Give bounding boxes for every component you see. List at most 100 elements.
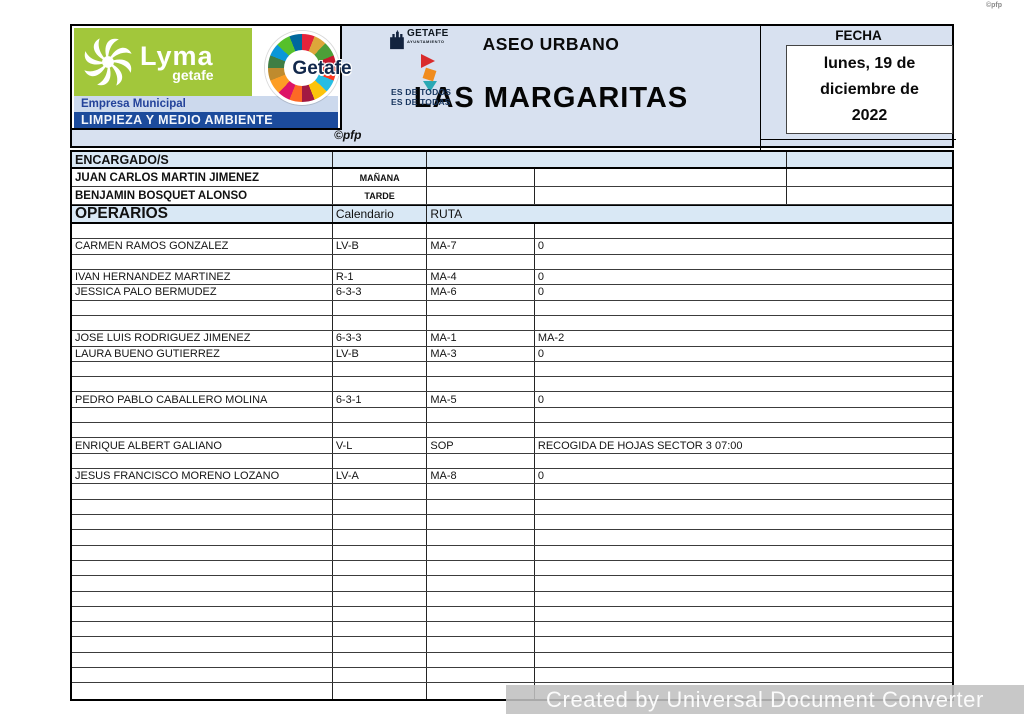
table-row — [72, 453, 952, 469]
table-cell — [72, 423, 333, 438]
table-cell — [72, 668, 333, 683]
table-cell — [72, 545, 333, 560]
getafe-wordmark: Getafe — [292, 58, 352, 79]
table-row — [72, 576, 952, 592]
table-row — [72, 315, 952, 332]
table-cell: 6-3-1 — [333, 392, 428, 407]
table-cell — [427, 484, 535, 499]
table-cell — [72, 530, 333, 545]
table-cell — [535, 224, 952, 238]
table-row: ENRIQUE ALBERT GALIANO V-L SOP RECOGIDA DE … — [72, 438, 952, 454]
table-cell: MA-4 — [427, 269, 535, 285]
table-row: JESSICA PALO BERMUDEZ 6-3-3 MA-6 0 — [72, 285, 952, 301]
table-cell — [427, 300, 535, 315]
table-row — [72, 499, 952, 515]
table-row — [72, 514, 952, 531]
table-cell — [72, 576, 333, 591]
table-cell — [333, 377, 428, 392]
table-row: PEDRO PABLO CABALLERO MOLINA 6-3-1 MA-5 0 — [72, 392, 952, 408]
table-cell — [333, 224, 428, 239]
table-row: LAURA BUENO GUTIERREZ LV-B MA-3 0 — [72, 346, 952, 362]
table-cell — [535, 423, 952, 437]
table-cell — [333, 499, 428, 514]
table-cell — [333, 637, 428, 652]
table-cell — [535, 637, 952, 651]
table-cell — [535, 187, 787, 204]
table-cell — [535, 362, 952, 376]
table-cell: PEDRO PABLO CABALLERO MOLINA — [72, 392, 333, 407]
table-cell — [333, 530, 428, 545]
getafe-flags-icon — [421, 54, 443, 92]
table-cell: JESSICA PALO BERMUDEZ — [72, 285, 333, 300]
table-row — [72, 622, 952, 638]
table-cell: IVAN HERNANDEZ MARTINEZ — [72, 269, 333, 285]
table-row: OPERARIOS Calendario RUTA — [72, 205, 952, 224]
table-cell: CARMEN RAMOS GONZALEZ — [72, 239, 333, 254]
table-cell — [535, 515, 952, 529]
table-cell — [333, 407, 428, 423]
lyma-pinwheel-icon — [84, 38, 132, 86]
table-cell — [535, 301, 952, 315]
service-title: ASEO URBANO — [482, 34, 620, 54]
getafe-slogan: ES DE TODOS ES DE TODAS — [391, 87, 451, 107]
table-cell — [333, 254, 428, 269]
table-cell: ENRIQUE ALBERT GALIANO — [72, 438, 333, 453]
table-cell — [72, 652, 333, 668]
table-row — [72, 377, 952, 393]
table-cell — [535, 668, 952, 682]
table-cell — [427, 622, 535, 637]
schedule-table: ENCARGADO/S JUAN CARLOS MARTIN JIMENEZ MAÑ… — [70, 150, 954, 701]
table-cell: OPERARIOS — [72, 206, 333, 222]
table-row — [72, 560, 952, 577]
table-cell: 0 — [537, 347, 545, 360]
table-row — [72, 668, 952, 684]
table-cell — [787, 187, 952, 204]
table-cell: 0 — [537, 240, 545, 253]
table-cell: TARDE — [333, 187, 428, 204]
limpieza-bar-label: LIMPIEZA Y MEDIO AMBIENTE — [74, 112, 338, 128]
table-row — [72, 652, 952, 669]
table-row: JESUS FRANCISCO MORENO LOZANO LV-A MA-8 0 — [72, 469, 952, 485]
table-cell: R-1 — [333, 269, 428, 285]
ayuntamiento-subname: AYUNTAMIENTO — [407, 39, 445, 44]
table-cell: SOP — [427, 438, 535, 453]
table-cell — [427, 545, 535, 560]
table-cell — [72, 315, 333, 331]
slogan-line-2: ES DE TODAS — [391, 96, 451, 107]
table-row — [72, 407, 952, 424]
table-cell — [427, 152, 787, 167]
table-cell — [427, 668, 535, 683]
teal-flag-shape — [423, 81, 437, 92]
table-cell — [535, 607, 952, 621]
table-cell: RUTA — [430, 207, 463, 221]
table-row — [72, 224, 952, 240]
table-cell — [535, 622, 952, 636]
table-cell — [333, 591, 428, 606]
table-cell: 6-3-3 — [333, 285, 428, 300]
table-row — [72, 545, 952, 561]
table-cell — [72, 514, 333, 530]
table-cell — [427, 361, 535, 377]
table-cell: 6-3-3 — [333, 331, 428, 346]
table-row — [72, 530, 952, 546]
table-cell — [333, 652, 428, 668]
date-section-divider — [761, 139, 956, 140]
table-cell: BENJAMIN BOSQUET ALONSO — [72, 187, 333, 204]
table-cell — [427, 187, 535, 204]
table-cell — [333, 453, 428, 468]
table-cell — [535, 500, 952, 514]
table-cell: 0 — [537, 393, 545, 406]
table-cell — [427, 224, 535, 239]
table-row — [72, 637, 952, 653]
table-cell — [427, 514, 535, 530]
table-cell — [535, 576, 952, 590]
getafe-logo-cluster: Getafe GETAFE AYUNTAMIENTO ES DE TODOS E… — [247, 26, 462, 138]
table-cell — [535, 454, 952, 468]
table-cell — [427, 530, 535, 545]
table-cell — [427, 576, 535, 591]
table-cell: MA-7 — [427, 239, 535, 254]
table-cell — [72, 606, 333, 622]
table-cell — [72, 407, 333, 423]
castle-crest-icon — [390, 30, 404, 50]
table-cell — [427, 407, 535, 423]
